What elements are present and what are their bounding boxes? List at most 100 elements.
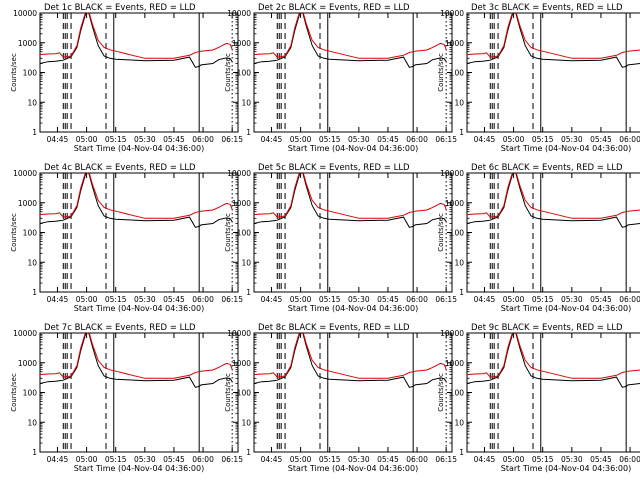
y-tick-label: 10 (454, 258, 464, 267)
y-tick-label: 10000 (440, 9, 464, 18)
x-tick-label: 04:45 (261, 135, 283, 144)
y-axis-label: Counts/sec (224, 53, 232, 92)
x-tick-label: 06:15 (221, 295, 243, 304)
plot-frame (253, 332, 453, 453)
series-events-line (254, 13, 447, 68)
plot-frame (39, 12, 239, 133)
y-tick-label: 1000 (232, 359, 251, 368)
x-tick-label: 05:00 (76, 135, 98, 144)
y-tick-label: 100 (450, 69, 465, 78)
x-tick-label: 05:30 (348, 455, 370, 464)
panel-title: Det 7c BLACK = Events, RED = LLD (44, 323, 196, 333)
plot-frame (253, 12, 453, 133)
y-tick-label: 1 (459, 128, 464, 137)
x-tick-label: 05:30 (134, 295, 156, 304)
y-tick-label: 1 (32, 448, 37, 457)
panel-title: Det 5c BLACK = Events, RED = LLD (258, 163, 410, 173)
x-tick-label: 06:00 (619, 455, 640, 464)
x-tick-label: 04:45 (261, 295, 283, 304)
y-tick-label: 1000 (18, 199, 37, 208)
y-tick-label: 10000 (440, 329, 464, 338)
x-tick-label: 05:15 (319, 455, 341, 464)
y-axis-label: Counts/sec (10, 373, 18, 412)
y-axis-label: Counts/sec (437, 213, 445, 252)
y-tick-label: 100 (237, 389, 252, 398)
panel-det-7: Det 7c BLACK = Events, RED = LLD 1 10 100 10… (10, 323, 243, 473)
x-tick-label: 05:00 (76, 295, 98, 304)
series-lld-line (254, 173, 447, 219)
x-tick-label: 04:45 (474, 455, 496, 464)
x-tick-label: 04:45 (47, 455, 69, 464)
y-tick-label: 1 (246, 128, 251, 137)
x-tick-label: 06:00 (619, 135, 640, 144)
x-tick-label: 06:00 (192, 455, 214, 464)
panel-title: Det 8c BLACK = Events, RED = LLD (258, 323, 410, 333)
x-tick-label: 06:00 (192, 135, 214, 144)
y-axis-label: Counts/sec (10, 213, 18, 252)
series-lld-line (40, 173, 233, 219)
x-axis-label: Start Time (04-Nov-04 04:36:00) (74, 144, 204, 153)
x-axis-label: Start Time (04-Nov-04 04:36:00) (288, 304, 418, 313)
y-tick-label: 10000 (227, 9, 251, 18)
x-tick-label: 06:00 (406, 135, 428, 144)
series-events-line (40, 173, 233, 228)
x-tick-label: 06:00 (619, 295, 640, 304)
series-events-line (254, 333, 447, 388)
x-tick-label: 06:15 (221, 135, 243, 144)
y-tick-label: 10000 (440, 169, 464, 178)
series-lld-line (254, 333, 447, 379)
y-tick-label: 1 (246, 288, 251, 297)
y-tick-label: 10 (27, 258, 37, 267)
y-tick-label: 1000 (18, 39, 37, 48)
x-tick-label: 05:30 (348, 135, 370, 144)
y-tick-label: 100 (450, 389, 465, 398)
x-tick-label: 05:30 (561, 295, 583, 304)
y-tick-label: 1000 (445, 199, 464, 208)
panel-det-5: Det 5c BLACK = Events, RED = LLD 1 10 100 10… (224, 163, 457, 313)
x-tick-label: 05:30 (134, 455, 156, 464)
series-events-line (40, 13, 233, 68)
x-tick-label: 05:45 (590, 135, 612, 144)
x-tick-label: 05:00 (290, 135, 312, 144)
series-events-line (254, 173, 447, 228)
panel-title: Det 1c BLACK = Events, RED = LLD (44, 3, 196, 13)
x-tick-label: 05:45 (163, 455, 185, 464)
x-tick-label: 06:15 (435, 455, 457, 464)
x-axis-label: Start Time (04-Nov-04 04:36:00) (501, 464, 631, 473)
y-tick-label: 1 (246, 448, 251, 457)
x-tick-label: 06:00 (406, 455, 428, 464)
x-tick-label: 05:00 (290, 455, 312, 464)
x-axis-label: Start Time (04-Nov-04 04:36:00) (288, 144, 418, 153)
x-tick-label: 05:45 (377, 135, 399, 144)
y-tick-label: 100 (23, 389, 38, 398)
y-tick-label: 10000 (227, 329, 251, 338)
x-tick-label: 06:15 (221, 455, 243, 464)
y-axis-label: Counts/sec (224, 213, 232, 252)
x-tick-label: 04:45 (47, 135, 69, 144)
panel-det-1: Det 1c BLACK = Events, RED = LLD 1 10 100 10… (10, 3, 243, 153)
plot-frame (253, 172, 453, 293)
panel-det-6: Det 6c BLACK = Events, RED = LLD 1 10 100 10… (437, 163, 640, 313)
y-tick-label: 1000 (232, 39, 251, 48)
y-tick-label: 100 (450, 229, 465, 238)
plot-frame (39, 172, 239, 293)
panel-title: Det 6c BLACK = Events, RED = LLD (471, 163, 623, 173)
y-tick-label: 10000 (13, 9, 37, 18)
x-tick-label: 05:00 (503, 295, 525, 304)
y-tick-label: 10 (454, 98, 464, 107)
x-tick-label: 05:45 (163, 135, 185, 144)
series-lld-line (254, 13, 447, 59)
y-tick-label: 100 (237, 229, 252, 238)
y-tick-label: 10000 (227, 169, 251, 178)
x-tick-label: 05:00 (290, 295, 312, 304)
series-lld-line (40, 13, 233, 59)
x-axis-label: Start Time (04-Nov-04 04:36:00) (501, 304, 631, 313)
x-tick-label: 05:30 (134, 135, 156, 144)
x-tick-label: 04:45 (474, 135, 496, 144)
x-tick-label: 05:00 (76, 455, 98, 464)
panel-title: Det 3c BLACK = Events, RED = LLD (471, 3, 623, 13)
y-tick-label: 10 (241, 418, 251, 427)
x-tick-label: 05:15 (319, 135, 341, 144)
x-tick-label: 05:45 (590, 455, 612, 464)
panel-title: Det 9c BLACK = Events, RED = LLD (471, 323, 623, 333)
